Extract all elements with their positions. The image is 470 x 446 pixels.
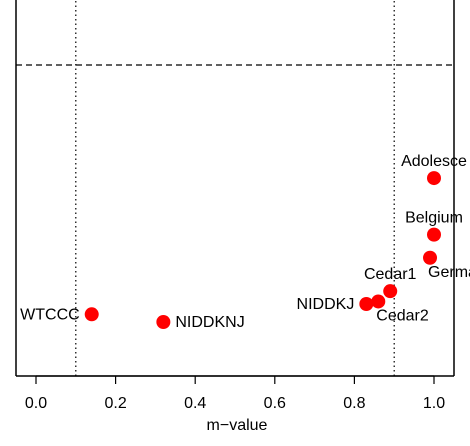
point-label: NIDDKNJ bbox=[175, 314, 244, 331]
x-tick-label: 0.4 bbox=[184, 395, 206, 412]
x-axis: 0.0 0.2 0.4 0.6 0.8 1.0 bbox=[25, 375, 445, 412]
x-tick-label: 0.8 bbox=[343, 395, 365, 412]
data-point bbox=[156, 315, 171, 329]
data-point bbox=[427, 171, 441, 186]
point-label: Cedar1 bbox=[364, 266, 417, 283]
point-label: Germany bbox=[428, 264, 470, 281]
point-label: WTCCC bbox=[20, 306, 80, 323]
x-tick-label: 0.2 bbox=[104, 395, 126, 412]
data-points bbox=[84, 171, 441, 329]
data-point bbox=[371, 294, 386, 309]
point-label: NIDDKJ bbox=[297, 296, 355, 313]
point-label: Adolesce bbox=[401, 153, 467, 170]
x-tick-label: 1.0 bbox=[423, 395, 445, 412]
data-point bbox=[427, 227, 441, 242]
data-point bbox=[383, 284, 398, 299]
point-labels: WTCCC NIDDKNJ NIDDKJ Cedar2 Cedar1 Germany Bel… bbox=[20, 153, 470, 331]
point-label: Cedar2 bbox=[376, 307, 429, 324]
point-label: Belgium bbox=[405, 210, 463, 227]
data-point bbox=[84, 307, 99, 322]
x-tick-label: 0.0 bbox=[25, 395, 47, 412]
data-point bbox=[423, 250, 438, 265]
x-tick-label: 0.6 bbox=[264, 395, 286, 412]
data-point bbox=[359, 297, 374, 312]
x-axis-title: m−value bbox=[207, 417, 268, 434]
reference-lines bbox=[16, 0, 454, 376]
